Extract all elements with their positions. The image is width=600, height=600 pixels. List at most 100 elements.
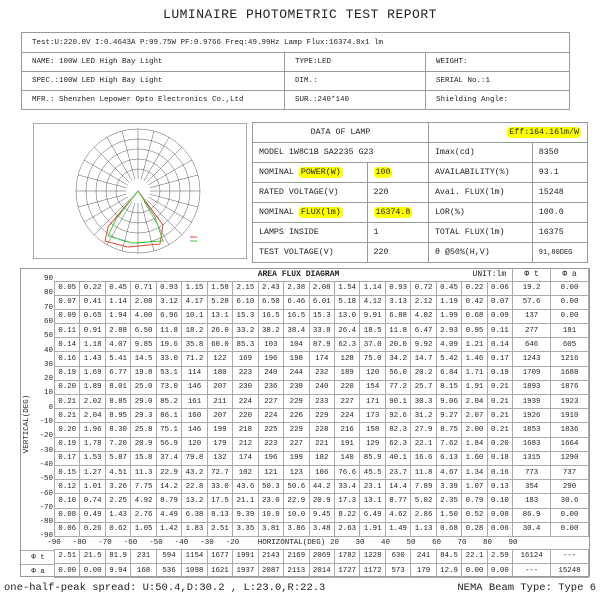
info-shielding: Shielding Angle: [436,96,509,104]
polar-grid-ray [78,174,127,189]
flux-cell: 56.0 [384,365,412,381]
phi-a-cell: 0.00 [550,294,589,310]
lamp-label-text: TEST VOLTAGE(V) [259,248,334,257]
flux-cell: 3.26 [104,479,132,495]
flux-header-row: AREA FLUX DIAGRAM UNIT:lm Φ t Φ a [54,269,589,282]
efficacy-badge: Eff:164.16lm/W [507,127,581,138]
flux-cell: 0.71 [130,280,157,296]
flux-cell: 37.4 [155,450,183,466]
lamp-label-text: NOMINAL [259,168,299,177]
flux-cell: 1.50 [435,507,463,523]
flux-row: 0.09 0.65 1.94 4.00 6.96 10.1 13.1 15.3 16.5 16.5… [53,308,589,325]
flux-cell: 2.88 [104,323,132,339]
flux-cell: 15.3 [308,308,335,325]
phi-a-cell: 1910 [550,408,589,424]
phi-t-cell: 57.6 [512,294,552,310]
flux-cell: 2.51 [53,548,81,565]
flux-cell: 1991 [232,548,259,565]
flux-cell: 90.1 [384,393,412,410]
lamp-label-text: MODEL 1W8C1B SA2235 G23 [259,148,374,157]
flux-cell: 8.85 [104,393,132,410]
flux-cell: 212 [232,436,259,452]
flux-cell: 0.13 [486,479,514,495]
y-tick-label: -90 [39,532,53,541]
flux-cell: 1.34 [461,464,488,481]
flux-cell: 11.8 [155,323,183,339]
flux-cell: 226 [283,408,310,424]
polar-grid-ray [149,193,198,208]
flux-cell: 536 [155,563,183,579]
flux-cell: 225 [257,422,285,438]
phi-t-cell: 1709 [512,365,552,381]
flux-cell: 1.49 [384,521,412,537]
lamp-value: 16374.8 [366,202,429,223]
flux-cell: 104 [283,337,310,353]
lamp-row: RATED VOLTAGE(V) 220 Avai. FLUX(lm) 15248 [252,182,589,203]
flux-cell: 6.10 [232,294,259,310]
flux-cell: 236 [257,379,285,396]
flux-cell: 6.84 [435,365,463,381]
flux-cell: 3.12 [155,294,183,310]
phi-a-cell: 15248 [550,563,589,579]
flux-cell: 8.01 [104,379,132,396]
lamp-row: LAMPS INSIDE 1 TOTAL FLUX(lm) 16375 [252,222,589,243]
flux-cell: 2014 [308,563,335,579]
flux-cell: 241 [410,548,437,565]
x-tick-label: -90 [47,539,61,547]
flux-cell: 8.77 [384,493,412,509]
phi-t-cell: 773 [512,464,552,481]
lamp-label: MODEL 1W8C1B SA2235 G23 [252,142,429,163]
flux-cell: 10.1 [181,308,208,325]
y-tick-label: -10 [39,418,53,426]
flux-cell: 1172 [359,563,386,579]
flux-cell: 2.04 [461,393,488,410]
flux-row: 0.06 0.26 0.62 1.05 1.42 1.83 2.51 3.35 3.81 3.86… [53,521,589,537]
flux-cell: 0.10 [486,493,514,509]
flux-cell: 224 [257,408,285,424]
flux-cell: 0.07 [53,294,81,310]
flux-cell: 1.94 [104,308,132,325]
flux-cell: 2.51 [206,521,234,537]
flux-cell: 5.42 [435,351,463,367]
lamp-value-text: 16374.8 [373,207,413,218]
flux-cell: 1.58 [206,280,234,296]
y-tick-label: 60 [43,317,53,326]
lamp-row: NOMINAL POWER(W) 100 AVAILABILITY(%) 93.1 [252,162,589,183]
flux-cell: 169 [232,351,259,367]
flux-cell: 4.67 [435,464,463,481]
lamp-label-2: TOTAL FLUX(lm) [427,222,533,243]
phi-a-cell: 0.00 [550,507,589,523]
phi-a-header: Φ a [550,269,589,282]
flux-cell: 79.8 [181,450,208,466]
phi-t-row-label: Φ t [31,554,45,562]
nema-beam-type: NEMA Beam Type: Type 6 [457,582,596,594]
flux-cell: 50.3 [257,479,285,495]
flux-cell: 0.19 [53,365,81,381]
flux-cell: 1.71 [461,365,488,381]
flux-cell: 10.0 [257,507,285,523]
x-tick-label: 70 [457,539,467,547]
flux-cell: 229 [308,408,335,424]
flux-cell: 4.09 [435,337,463,353]
flux-cell: 0.16 [53,351,81,367]
flux-cell: 33.2 [232,323,259,339]
flux-cell: 0.21 [53,393,81,410]
flux-cell: 229 [283,393,310,410]
flux-cell: 18.2 [181,323,208,339]
flux-cell: 630 [384,548,412,565]
flux-row: 0.19 1.78 7.20 20.9 56.9 120 179 212 223 227 221 19… [53,436,589,452]
flux-cell: 154 [359,379,386,396]
y-tick-label: 40 [43,346,53,355]
phi-a-row: 0.00 0.00 9.94 168 536 1098 1621 1937 2087 2113 20… [53,563,589,579]
flux-cell: 594 [155,548,183,565]
phi-a-cell: 1836 [550,422,589,438]
y-tick-label: -60 [39,489,53,498]
flux-cell: 2.59 [486,548,514,565]
flux-cell: 7.89 [410,479,437,495]
flux-cell: 132 [206,450,234,466]
flux-unit: UNIT:lm [472,270,507,280]
flux-cell: 30.3 [410,393,437,410]
lamp-label: NOMINAL FLUX(lm) [252,202,368,223]
flux-cell: 179 [206,436,234,452]
flux-cell: 4.49 [155,507,183,523]
